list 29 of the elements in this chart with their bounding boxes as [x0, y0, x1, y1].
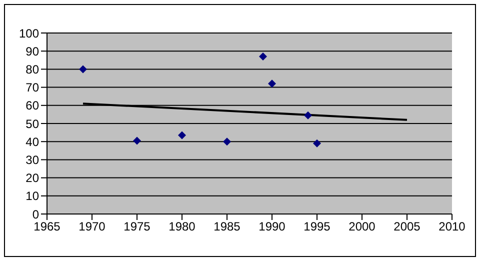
point — [304, 111, 312, 120]
x-tick-label: 2010 — [438, 220, 466, 234]
y-tick-label: 40 — [26, 134, 40, 149]
y-tick-label: 0 — [32, 207, 40, 222]
y-tick-label: 100 — [18, 26, 40, 40]
y-tick-label: 60 — [26, 98, 40, 113]
point — [133, 136, 141, 145]
point — [313, 139, 321, 148]
x-tick-label: 1990 — [258, 220, 286, 234]
x-tick-label: 1965 — [34, 220, 61, 234]
point — [79, 65, 87, 74]
y-tick-label: 30 — [26, 152, 40, 167]
x-tick-label: 1970 — [78, 220, 106, 234]
point — [223, 138, 231, 146]
y-tick-label: 90 — [26, 44, 40, 58]
y-tick-label: 80 — [26, 62, 40, 76]
x-tick-label: 1995 — [304, 220, 331, 234]
point — [259, 52, 267, 61]
x-tick-label: 2005 — [394, 220, 421, 234]
x-tick-label: 1975 — [124, 220, 151, 234]
y-tick-label: 20 — [26, 171, 40, 186]
point — [268, 80, 276, 88]
x-tick-label: 1980 — [168, 220, 196, 234]
x-tick-label: 1985 — [214, 220, 241, 234]
point — [178, 131, 186, 140]
y-tick-label: 50 — [26, 116, 40, 131]
y-tick-label: 70 — [26, 80, 40, 95]
y-tick-label: 10 — [26, 189, 40, 204]
x-tick-label: 2000 — [348, 220, 376, 234]
